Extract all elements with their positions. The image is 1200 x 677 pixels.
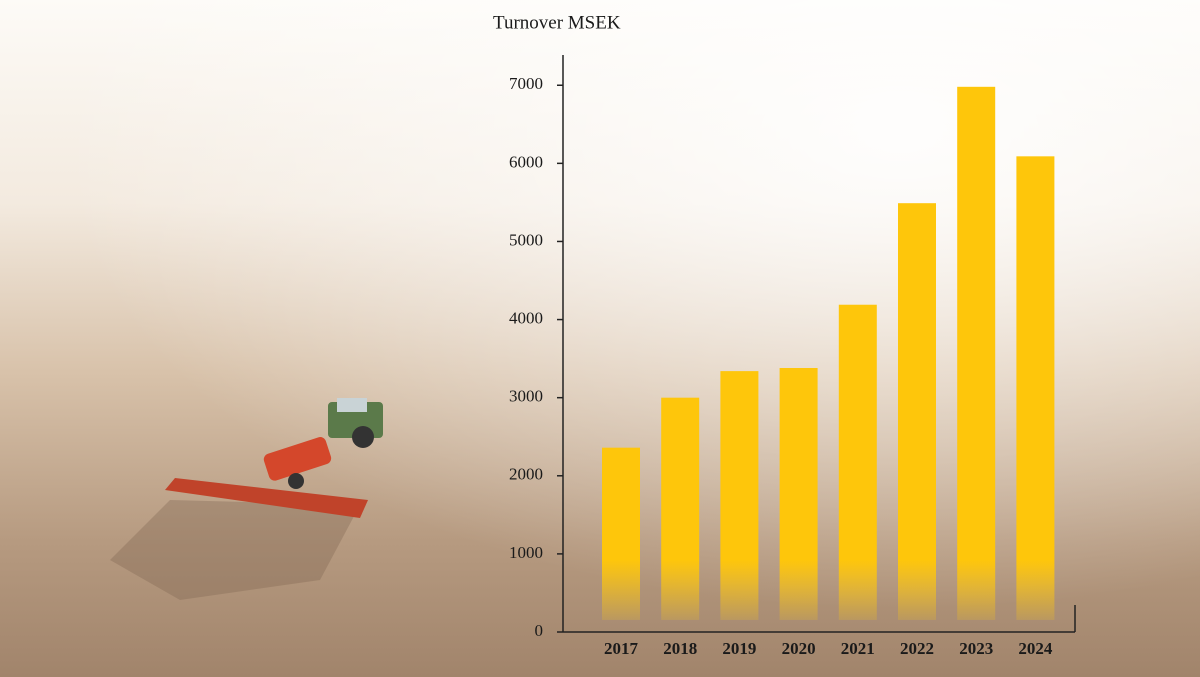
bar (661, 397, 700, 620)
y-tick-label: 0 (535, 621, 544, 640)
tractor-illustration (110, 398, 383, 600)
chart-title: Turnover MSEK (493, 12, 621, 33)
x-tick-label: 2021 (841, 639, 875, 658)
bar (720, 371, 759, 620)
y-tick-label: 7000 (509, 74, 543, 93)
bar (1016, 156, 1055, 620)
bar (838, 304, 877, 620)
bar (957, 86, 996, 620)
x-tick-label: 2019 (722, 639, 756, 658)
y-tick-label: 1000 (509, 543, 543, 562)
bar (898, 203, 936, 620)
y-tick-label: 2000 (509, 465, 543, 484)
x-tick-label: 2018 (663, 639, 697, 658)
x-tick-label: 2024 (1018, 639, 1053, 658)
x-tick-label: 2017 (604, 639, 639, 658)
y-tick-label: 3000 (509, 387, 543, 406)
x-tick-label: 2020 (782, 639, 816, 658)
y-tick-label: 5000 (509, 230, 543, 249)
bar (602, 447, 640, 620)
y-tick-label: 4000 (509, 308, 543, 327)
x-tick-label: 2022 (900, 639, 934, 658)
y-tick-label: 6000 (509, 152, 543, 171)
x-tick-label: 2023 (959, 639, 993, 658)
bar (779, 367, 818, 620)
